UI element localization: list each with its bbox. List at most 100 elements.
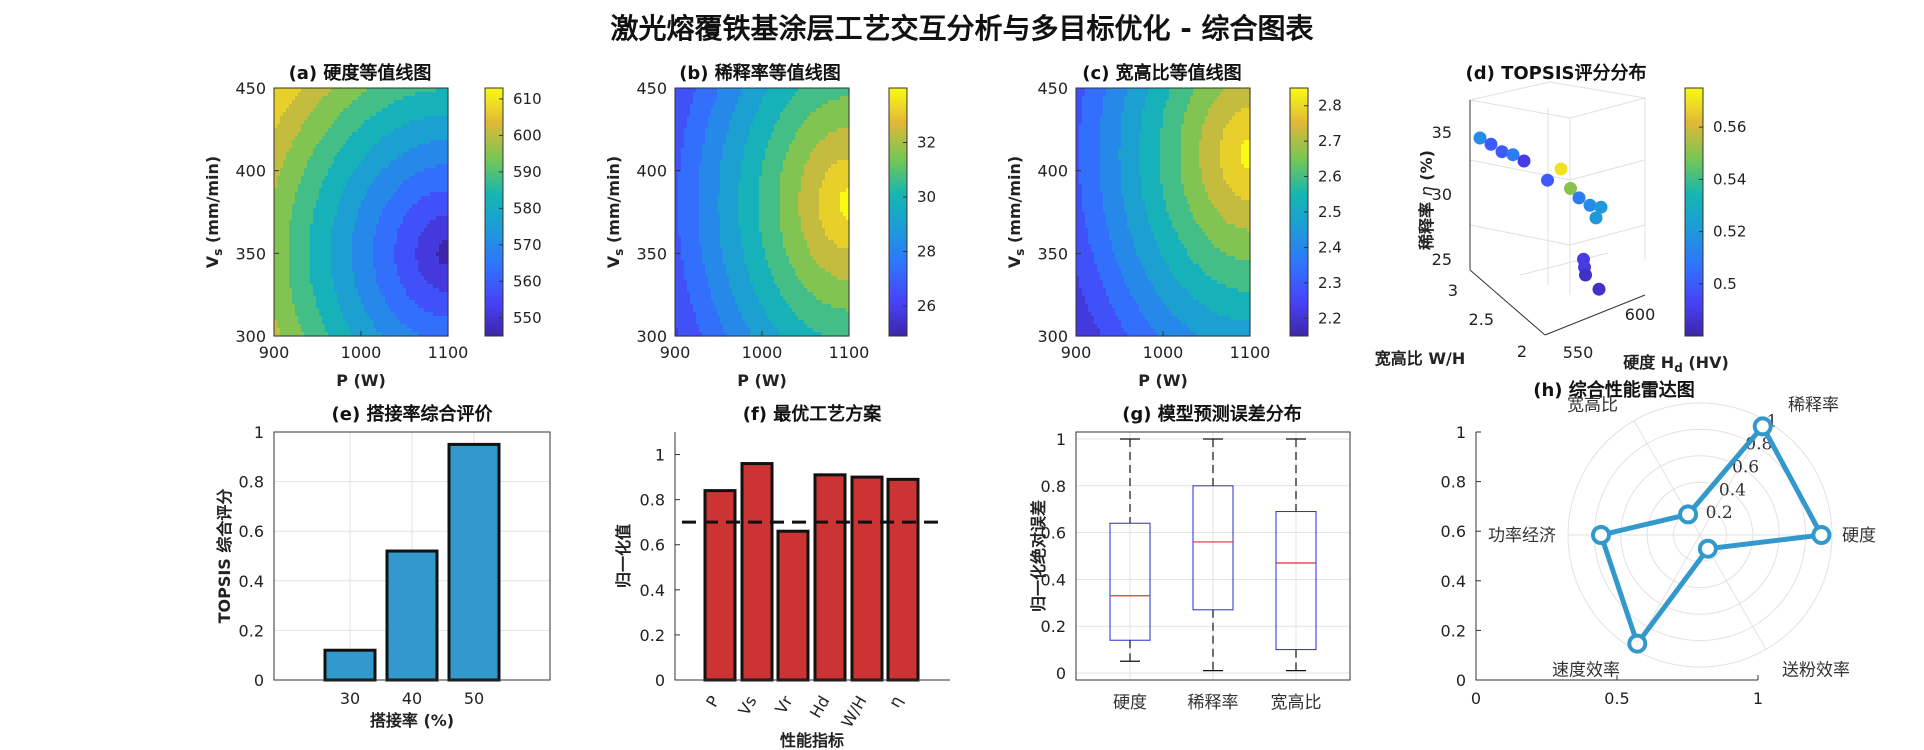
heatmap-cell xyxy=(295,132,299,137)
heatmap-cell xyxy=(418,136,422,141)
heatmap-cell xyxy=(732,172,736,177)
heatmap-cell xyxy=(391,112,395,117)
heatmap-cell xyxy=(337,328,341,333)
heatmap-cell xyxy=(412,156,416,161)
heatmap-cell xyxy=(310,196,314,201)
heatmap-cell xyxy=(753,156,757,161)
heatmap-cell xyxy=(397,276,401,281)
heatmap-cell xyxy=(313,180,317,185)
heatmap-cell xyxy=(729,164,733,169)
heatmap-cell xyxy=(723,164,727,169)
heatmap-cell xyxy=(340,328,344,333)
heatmap-cell xyxy=(340,280,344,285)
heatmap-cell xyxy=(801,100,805,105)
heatmap-cell xyxy=(690,112,694,117)
heatmap-cell xyxy=(304,168,308,173)
heatmap-cell xyxy=(810,96,814,101)
heatmap-cell xyxy=(442,244,446,249)
heatmap-cell xyxy=(400,236,404,241)
heatmap-cell xyxy=(726,124,730,129)
heatmap-cell xyxy=(358,252,362,257)
heatmap-cell xyxy=(286,160,290,165)
heatmap-cell xyxy=(756,164,760,169)
heatmap-cell xyxy=(424,272,428,277)
heatmap-cell xyxy=(735,136,739,141)
heatmap-cell xyxy=(319,112,323,117)
heatmap-cell xyxy=(355,180,359,185)
heatmap-cell xyxy=(313,152,317,157)
heatmap-cell xyxy=(699,160,703,165)
heatmap-cell xyxy=(777,136,781,141)
heatmap-cell xyxy=(277,136,281,141)
heatmap-cell xyxy=(777,100,781,105)
heatmap-cell xyxy=(316,132,320,137)
heatmap-cell xyxy=(385,280,389,285)
heatmap-cell xyxy=(759,152,763,157)
heatmap-cell xyxy=(385,212,389,217)
heatmap-cell xyxy=(427,92,431,97)
heatmap-cell xyxy=(277,256,281,261)
heatmap-cell xyxy=(765,88,769,93)
heatmap-cell xyxy=(370,264,374,269)
heatmap-cell xyxy=(310,156,314,161)
heatmap-cell xyxy=(280,280,284,285)
heatmap-cell xyxy=(280,100,284,105)
heatmap-cell xyxy=(759,96,763,101)
heatmap-cell xyxy=(298,112,302,117)
heatmap-cell xyxy=(313,300,317,305)
heatmap-cell xyxy=(286,140,290,145)
heatmap-cell xyxy=(352,144,356,149)
heatmap-cell xyxy=(292,260,296,265)
heatmap-cell xyxy=(322,212,326,217)
heatmap-cell xyxy=(328,108,332,113)
heatmap-cell xyxy=(325,256,329,261)
heatmap-cell xyxy=(415,128,419,133)
panel-a-ylabel: Vs (mm/min) xyxy=(203,156,225,268)
heatmap-cell xyxy=(840,124,844,129)
heatmap-cell xyxy=(717,124,721,129)
heatmap-cell xyxy=(783,164,787,169)
heatmap-cell xyxy=(385,272,389,277)
heatmap-cell xyxy=(801,172,805,177)
heatmap-cell xyxy=(355,224,359,229)
heatmap-cell xyxy=(274,136,278,141)
heatmap-cell xyxy=(678,176,682,181)
heatmap-cell xyxy=(705,116,709,121)
heatmap-cell xyxy=(361,92,365,97)
heatmap-cell xyxy=(304,188,308,193)
heatmap-cell xyxy=(349,184,353,189)
heatmap-cell xyxy=(777,116,781,121)
heatmap-cell xyxy=(316,320,320,325)
heatmap-cell xyxy=(738,124,742,129)
heatmap-cell xyxy=(292,228,296,233)
heatmap-cell xyxy=(373,148,377,153)
heatmap-cell xyxy=(780,112,784,117)
heatmap-cell xyxy=(403,216,407,221)
heatmap-cell xyxy=(391,164,395,169)
heatmap-cell xyxy=(834,96,838,101)
heatmap-cell xyxy=(445,160,449,165)
heatmap-cell xyxy=(298,320,302,325)
heatmap-cell xyxy=(801,96,805,101)
heatmap-cell xyxy=(343,192,347,197)
heatmap-cell xyxy=(283,264,287,269)
heatmap-cell xyxy=(738,96,742,101)
heatmap-cell xyxy=(322,216,326,221)
heatmap-cell xyxy=(307,264,311,269)
heatmap-cell xyxy=(397,332,401,337)
heatmap-cell xyxy=(292,312,296,317)
heatmap-cell xyxy=(376,280,380,285)
heatmap-cell xyxy=(795,160,799,165)
heatmap-cell xyxy=(382,236,386,241)
heatmap-cell xyxy=(406,316,410,321)
heatmap-cell xyxy=(376,204,380,209)
heatmap-cell xyxy=(445,212,449,217)
heatmap-cell xyxy=(400,100,404,105)
heatmap-cell xyxy=(316,220,320,225)
heatmap-cell xyxy=(397,112,401,117)
heatmap-cell xyxy=(412,208,416,213)
heatmap-cell xyxy=(780,172,784,177)
heatmap-cell xyxy=(355,100,359,105)
heatmap-cell xyxy=(310,276,314,281)
heatmap-cell xyxy=(367,160,371,165)
